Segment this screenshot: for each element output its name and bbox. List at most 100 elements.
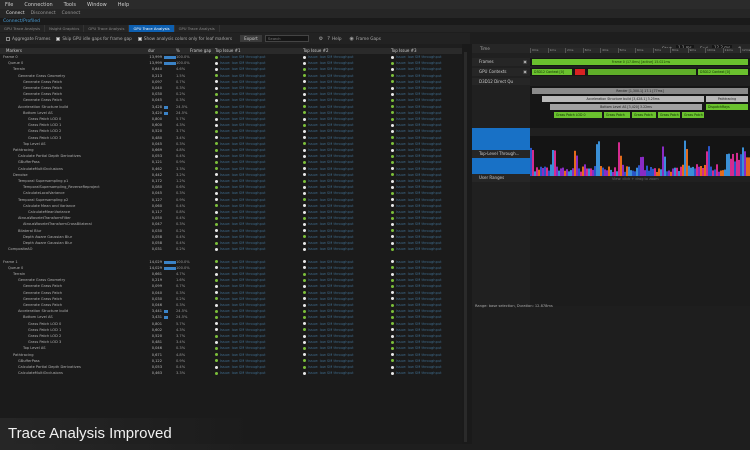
tree-row[interactable]: Grass Patch LOD 3 0,480 3.4% Issue: low SM … [0,136,462,141]
skip-idle-checkbox[interactable]: Skip GPU idle gaps for frame gap [56,36,132,41]
tree-row-issue-2[interactable]: Issue: low SM throughput [303,371,383,376]
tree-row-issue-2[interactable]: Issue: low SM throughput [303,303,383,308]
tree-row-issue-2[interactable]: Issue: low SM throughput [303,173,383,178]
tree-row[interactable]: GBufferPass 0,121 0.9% Issue: low SM throug… [0,160,462,165]
tree-row-issue-1[interactable]: Issue: low SM throughput [215,229,295,234]
tree-row-issue-2[interactable]: Issue: low SM throughput [303,229,383,234]
col-markers[interactable]: Markers [6,48,22,53]
tree-row-issue-1[interactable]: Issue: low SM throughput [215,204,295,209]
tree-row[interactable]: Grass Patch LOD 0 0,800 5.7% Issue: low SM … [0,117,462,122]
tab-4[interactable]: GPU Trace Analysis [175,25,220,32]
tree-row-issue-2[interactable]: Issue: low SM throughput [303,148,383,153]
start-input[interactable]: 1.2 ms [676,45,694,50]
tree-row-issue-1[interactable]: Issue: low SM throughput [215,359,295,364]
tree-row-issue-3[interactable]: Issue: low SM throughput [391,303,462,308]
tree-row[interactable]: Generate Grass Geometry 0,219 1.6% Issue: l… [0,278,462,283]
row-user-ranges[interactable]: User Ranges [472,174,530,182]
tree-row-issue-1[interactable]: Issue: low SM throughput [215,315,295,320]
grass-bar-3[interactable]: Grass Patch [658,112,680,118]
tree-row[interactable]: CalculateLocalVariance 0,045 0.3% Issue: lo… [0,191,462,196]
tree-row-issue-2[interactable]: Issue: low SM throughput [303,105,383,110]
tree-row[interactable]: Generate Grass Patch 0,040 0.3% Issue: low … [0,291,462,296]
row-frames[interactable]: Frames ▣ [472,58,530,66]
tree-row[interactable]: CalculateMeanVariance 0,117 0.8% Issue: low… [0,210,462,215]
tree-row-issue-1[interactable]: Issue: low SM throughput [215,179,295,184]
tree-row[interactable]: Frame 0 13,999 100.0% Issue: low SM through… [0,55,462,60]
tree-row[interactable]: Calculate Partial Depth Derivatives 0,053… [0,365,462,370]
col-issue-1[interactable]: Top Issue #1 [215,48,241,53]
tree-row-issue-2[interactable]: Issue: low SM throughput [303,328,383,333]
tree-row[interactable]: Acceleration Structure build 3,441 24.5% Is… [0,309,462,314]
tree-row[interactable]: Generate Grass Patch 0,030 0.2% Issue: low … [0,92,462,97]
tree-row-issue-2[interactable]: Issue: low SM throughput [303,272,383,277]
tree-row[interactable]: Generate Grass Geometry 0,213 1.5% Issue: l… [0,74,462,79]
tree-row[interactable]: Grass Patch LOD 3 0,481 3.4% Issue: low SM … [0,340,462,345]
tree-row-issue-1[interactable]: Issue: low SM throughput [215,74,295,79]
tree-row[interactable]: Top Level AS 0,046 0.3% Issue: low SM throu… [0,346,462,351]
tree-row-issue-2[interactable]: Issue: low SM throughput [303,123,383,128]
tree-row-issue-3[interactable]: Issue: low SM throughput [391,148,462,153]
tree-row-issue-3[interactable]: Issue: low SM throughput [391,173,462,178]
reconnect-button[interactable]: Connect [61,11,81,16]
menu-tools[interactable]: Tools [63,1,76,8]
tree-row[interactable]: Grass Patch LOD 1 0,600 4.3% Issue: low SM … [0,123,462,128]
tree-row-issue-3[interactable]: Issue: low SM throughput [391,247,462,252]
tree-row-issue-2[interactable]: Issue: low SM throughput [303,98,383,103]
tree-row[interactable]: Frame 1 14,029 100.0% Issue: low SM through… [0,260,462,265]
tree-row-issue-3[interactable]: Issue: low SM throughput [391,111,462,116]
tree-row-issue-2[interactable]: Issue: low SM throughput [303,204,383,209]
tree-row-issue-3[interactable]: Issue: low SM throughput [391,204,462,209]
tree-row-issue-1[interactable]: Issue: low SM throughput [215,222,295,227]
tree-row-issue-1[interactable]: Issue: low SM throughput [215,328,295,333]
tree-row[interactable] [0,253,462,258]
tree-row-issue-3[interactable]: Issue: low SM throughput [391,266,462,271]
tree-row-issue-1[interactable]: Issue: low SM throughput [215,297,295,302]
tree-row[interactable]: GBufferPass 0,122 0.9% Issue: low SM throug… [0,359,462,364]
tree-row-issue-3[interactable]: Issue: low SM throughput [391,353,462,358]
tree-row-issue-1[interactable]: Issue: low SM throughput [215,67,295,72]
tree-row-issue-2[interactable]: Issue: low SM throughput [303,167,383,172]
tree-row-issue-3[interactable]: Issue: low SM throughput [391,291,462,296]
tree-row-issue-1[interactable]: Issue: low SM throughput [215,303,295,308]
tree-row-issue-3[interactable]: Issue: low SM throughput [391,74,462,79]
tree-row-issue-3[interactable]: Issue: low SM throughput [391,284,462,289]
row-direct-queue[interactable]: D3D12 Direct Qu [472,78,530,85]
tree-row-issue-2[interactable]: Issue: low SM throughput [303,315,383,320]
menu-help[interactable]: Help [117,1,130,8]
menu-connection[interactable]: Connection [24,1,53,8]
tree-row-issue-1[interactable]: Issue: low SM throughput [215,111,295,116]
tree-row-issue-1[interactable]: Issue: low SM throughput [215,61,295,66]
tree-row-issue-3[interactable]: Issue: low SM throughput [391,235,462,240]
disconnect-button[interactable]: Disconnect [30,11,56,16]
grass-bar-0[interactable]: Grass Patch LOD 0 [554,112,602,118]
tree-row[interactable]: Generate Grass Patch 0,030 0.2% Issue: low … [0,297,462,302]
tree-row-issue-1[interactable]: Issue: low SM throughput [215,80,295,85]
tree-row-issue-1[interactable]: Issue: low SM throughput [215,371,295,376]
tree-row-issue-1[interactable]: Issue: low SM throughput [215,291,295,296]
tree-row[interactable]: CalculateMultiOcclusions 0,463 3.3% Issue: … [0,371,462,376]
tree-row[interactable]: Queue 0 14,029 100.0% Issue: low SM through… [0,266,462,271]
tree-row-issue-1[interactable]: Issue: low SM throughput [215,334,295,339]
tree-row-issue-2[interactable]: Issue: low SM throughput [303,334,383,339]
leaf-colors-checkbox[interactable]: Show analysis colors only for leaf marke… [137,36,232,41]
export-button[interactable]: Export [240,35,262,42]
tree-row-issue-3[interactable]: Issue: low SM throughput [391,80,462,85]
col-issue-3[interactable]: Top Issue #3 [391,48,417,53]
tree-row-issue-3[interactable]: Issue: low SM throughput [391,67,462,72]
accel-bar[interactable]: Acceleration Structure build [3,428.1] 3… [542,96,704,102]
tree-row-issue-3[interactable]: Issue: low SM throughput [391,278,462,283]
tree-row-issue-1[interactable]: Issue: low SM throughput [215,123,295,128]
tree-row-issue-2[interactable]: Issue: low SM throughput [303,191,383,196]
tree-row-issue-1[interactable]: Issue: low SM throughput [215,98,295,103]
context-bar-2[interactable]: D3D12 Context [0] [698,69,748,75]
pin-icon[interactable]: ▣ [523,59,527,64]
tree-row-issue-3[interactable]: Issue: low SM throughput [391,309,462,314]
tree-row-issue-1[interactable]: Issue: low SM throughput [215,278,295,283]
grass-bar-1[interactable]: Grass Patch [604,112,630,118]
tree-row-issue-3[interactable]: Issue: low SM throughput [391,241,462,246]
tree-row[interactable]: Generate Grass Patch 0,099 0.7% Issue: low … [0,284,462,289]
tree-row-issue-2[interactable]: Issue: low SM throughput [303,198,383,203]
tree-row-issue-2[interactable]: Issue: low SM throughput [303,278,383,283]
search-input[interactable] [264,35,309,42]
tree-row-issue-1[interactable]: Issue: low SM throughput [215,55,295,60]
